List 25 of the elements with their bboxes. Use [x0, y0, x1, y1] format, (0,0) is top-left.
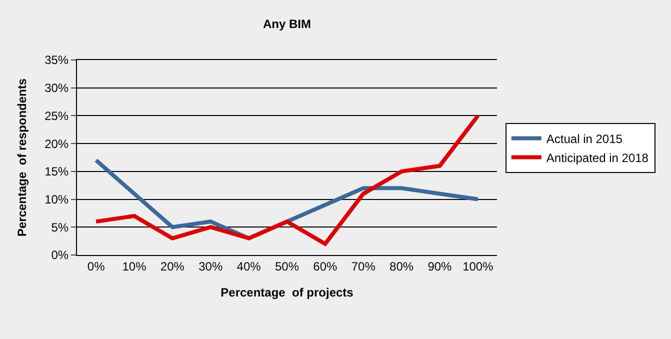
x-tick-label: 100% — [462, 259, 494, 274]
x-tick-label: 90% — [428, 259, 452, 274]
y-tick-label: 30% — [44, 81, 69, 96]
x-tick-label: 60% — [313, 259, 338, 274]
legend-label: Actual in 2015 — [546, 132, 623, 146]
y-axis-title: Percentage of respondents — [14, 78, 29, 237]
y-tick-label: 25% — [44, 108, 69, 123]
y-tick-label: 0% — [51, 248, 69, 262]
chart-title: Any BIM — [263, 16, 312, 31]
y-tick-label: 15% — [44, 164, 69, 179]
x-tick-label: 70% — [351, 259, 376, 274]
x-axis-title: Percentage of projects — [220, 285, 354, 300]
y-tick-label: 10% — [44, 192, 69, 206]
x-tick-label: 40% — [236, 259, 262, 274]
x-tick-label: 0% — [87, 259, 106, 274]
legend-label: Anticipated in 2018 — [546, 150, 649, 165]
x-tick-label: 10% — [122, 259, 147, 274]
y-tick-label: 20% — [44, 136, 69, 151]
x-tick-label: 80% — [390, 259, 414, 274]
line-series — [94, 114, 480, 246]
y-tick-label: 5% — [51, 220, 69, 234]
y-tick-label: 35% — [44, 53, 69, 68]
x-tick-label: 50% — [274, 259, 300, 274]
x-tick-label: 20% — [160, 259, 185, 274]
x-tick-label: 30% — [198, 259, 223, 274]
